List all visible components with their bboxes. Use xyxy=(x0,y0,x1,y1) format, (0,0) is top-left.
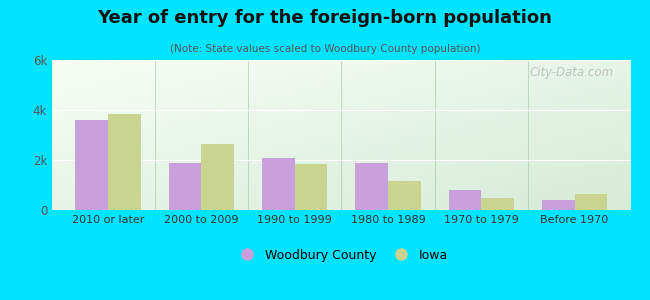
Bar xyxy=(108,114,140,210)
Bar xyxy=(294,164,327,210)
Bar xyxy=(168,163,202,210)
Bar xyxy=(542,200,575,210)
Bar xyxy=(356,163,388,210)
Bar xyxy=(262,158,294,210)
Text: (Note: State values scaled to Woodbury County population): (Note: State values scaled to Woodbury C… xyxy=(170,44,480,53)
Bar xyxy=(575,194,607,210)
Text: City-Data.com: City-Data.com xyxy=(529,66,613,79)
Text: Year of entry for the foreign-born population: Year of entry for the foreign-born popul… xyxy=(98,9,552,27)
Legend: Woodbury County, Iowa: Woodbury County, Iowa xyxy=(229,244,453,267)
Bar xyxy=(202,144,234,210)
Bar xyxy=(75,120,108,210)
Bar xyxy=(481,197,514,210)
Bar xyxy=(448,190,481,210)
Bar xyxy=(388,181,421,210)
